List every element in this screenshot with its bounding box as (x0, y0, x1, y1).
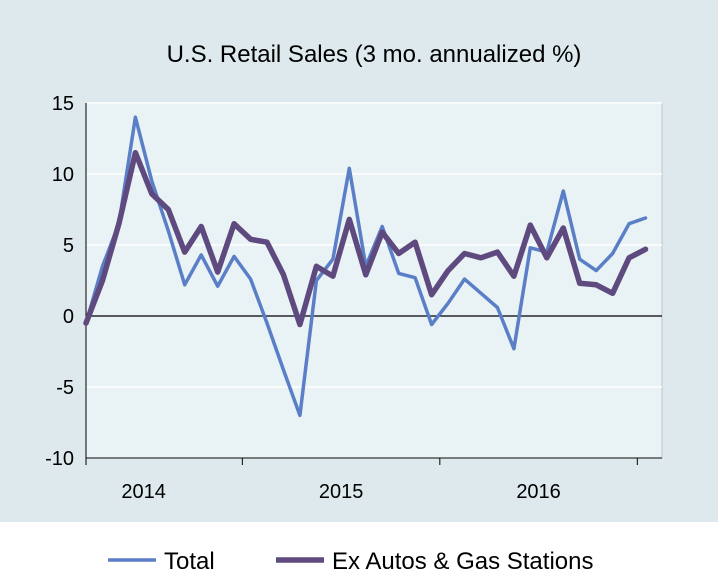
x-tick-label: 2014 (121, 481, 166, 503)
plot-area (85, 102, 663, 459)
series-line-ex-autos-gas (83, 149, 649, 328)
axis-layer: 15 10 5 0 -5 -10 2014 2015 2016 (45, 93, 662, 503)
x-tick-label: 2016 (516, 481, 561, 503)
y-tick-label: 15 (52, 93, 74, 115)
y-tick-label: -5 (56, 377, 74, 399)
y-tick-label: -10 (45, 448, 74, 470)
y-tick-label: 0 (63, 306, 74, 328)
x-tick-label: 2015 (319, 481, 364, 503)
y-tick-label: 5 (63, 235, 74, 257)
legend-label: Total (164, 548, 215, 575)
y-tick-label: 10 (52, 164, 74, 186)
series-layer (83, 115, 649, 418)
legend-label: Ex Autos & Gas Stations (332, 548, 593, 575)
legend: Total Ex Autos & Gas Stations (108, 548, 593, 575)
chart-title: U.S. Retail Sales (3 mo. annualized %) (167, 41, 582, 68)
